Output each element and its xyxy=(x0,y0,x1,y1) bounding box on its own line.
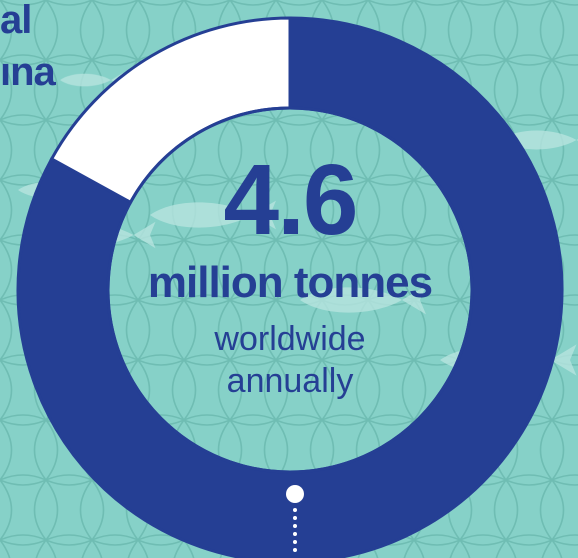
title-fragment: al xyxy=(0,0,32,42)
center-unit: million tonnes xyxy=(147,258,433,307)
center-description-line: annually xyxy=(226,362,354,400)
title-fragment: ına xyxy=(0,50,56,94)
donut-inner-edge xyxy=(106,106,474,474)
center-value: 4.6 xyxy=(223,144,358,256)
center-description-line: worldwide xyxy=(214,320,366,358)
